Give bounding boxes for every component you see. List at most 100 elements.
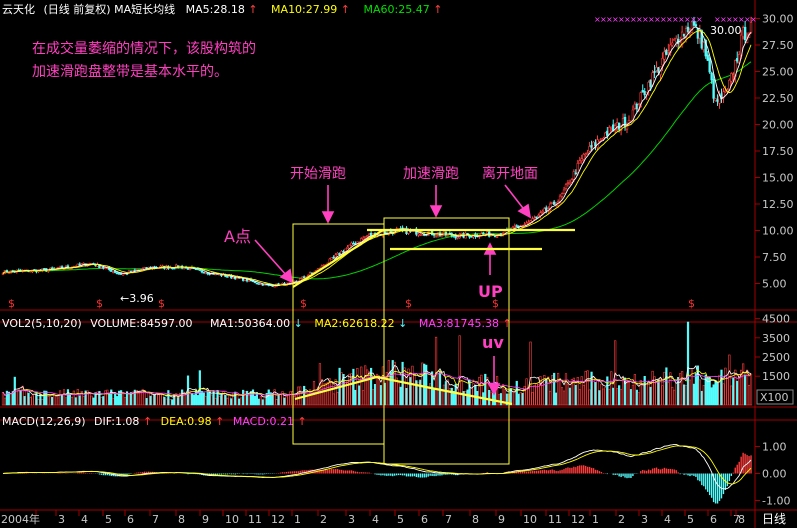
volume-bar [106, 389, 109, 406]
volume-bar [588, 389, 591, 406]
price-tick-label: 12.50 [762, 198, 794, 211]
volume-bar [749, 373, 753, 406]
candle-body [718, 95, 721, 104]
candle-body [202, 271, 205, 274]
candle-body [586, 152, 589, 154]
ma5-value: MA5:28.18 [186, 3, 245, 16]
time-tick-label: 1 [294, 513, 301, 526]
volume-bar [226, 397, 229, 406]
volume-header: VOL2(5,10,20) VOLUME:84597.00 MA1:50364.… [2, 317, 512, 330]
candle-body [552, 201, 556, 205]
candle-body [562, 189, 566, 194]
time-tick-label: 10 [523, 513, 537, 526]
volume-bar [387, 360, 390, 406]
candle-body [194, 268, 198, 270]
volume-bar [47, 395, 50, 406]
volume-bar [242, 389, 245, 406]
volume-bar [94, 392, 97, 406]
top-marker: × [690, 15, 697, 24]
volume-bar [210, 394, 213, 406]
volume-bar [112, 398, 115, 406]
candle-body [680, 31, 684, 45]
volume-bar [141, 389, 144, 406]
top-marker: × [636, 15, 643, 24]
time-tick-label: 4 [664, 513, 671, 526]
volume-bar [578, 389, 581, 406]
top-marker: × [624, 15, 631, 24]
volume-bar [273, 389, 276, 406]
volume-bar [82, 396, 85, 406]
time-tick-label: 8 [738, 513, 745, 526]
volume-bar [667, 382, 670, 406]
vol-ma1-arrow-icon: ↓ [294, 317, 303, 330]
candle-body [533, 217, 536, 220]
candle-body [541, 211, 544, 213]
time-tick-label: 4 [372, 513, 379, 526]
volume-bar [171, 399, 174, 406]
volume-bar [104, 390, 107, 406]
candle-body [639, 92, 642, 107]
volume-bar [118, 390, 121, 406]
volume-bar [204, 396, 207, 406]
volume-bar [214, 397, 217, 406]
candle-body [572, 171, 576, 180]
candle-body [346, 246, 349, 249]
arrow-point-a-head-icon [279, 268, 294, 284]
volume-bar [265, 393, 268, 406]
volume-bar [602, 388, 605, 406]
volume-bar [641, 385, 644, 406]
volume-bar [594, 382, 597, 406]
volume-bar [334, 379, 337, 406]
volume-bar [407, 368, 410, 406]
top-marker: × [738, 15, 745, 24]
price-tick-label: 15.00 [762, 172, 794, 185]
top-marker: × [750, 15, 757, 24]
volume-bar [98, 391, 101, 406]
candle-body [590, 144, 593, 148]
volume-bar [196, 395, 199, 406]
volume-bar [181, 389, 184, 406]
price-tick-label: 25.00 [762, 66, 794, 79]
candle-body [578, 160, 581, 164]
volume-bar [240, 397, 243, 406]
candle-body [694, 24, 698, 27]
candle-body [708, 58, 711, 73]
volume-bar [269, 392, 272, 406]
volume-bar [15, 390, 18, 406]
volume-bar [722, 383, 725, 406]
top-marker: × [594, 15, 601, 24]
volume-bar [133, 389, 136, 406]
macd-axis: 1.00 0.00 -1.00 [755, 441, 790, 508]
volume-bar [247, 395, 251, 406]
candle-body [706, 54, 709, 61]
dif-arrow-icon: ↑ [143, 415, 152, 428]
volume-bar [521, 392, 524, 406]
volume-bar [362, 390, 365, 406]
volume-bar [129, 392, 133, 406]
volume-bar [397, 382, 400, 406]
volume-axis: 4500 3500 2500 1500 [755, 313, 790, 383]
volume-bar [131, 391, 135, 406]
volume-bar [720, 369, 723, 406]
time-axis: 2004年 3 4 5 6 7 8 9 10 11 12 1 2 3 4 5 6 7 8 9 10 11 12 1 2 3 4 5 6 7… [1, 510, 745, 526]
candle-body [643, 91, 646, 96]
volume-bar [635, 389, 638, 406]
label-up: UP [478, 282, 503, 301]
ma10-line [2, 29, 752, 286]
volume-bar [263, 396, 266, 406]
volume-bar [434, 336, 438, 406]
ma10-path [2, 29, 752, 286]
top-marker: × [714, 15, 721, 24]
volume-bar [360, 366, 363, 406]
volume-bar [5, 390, 9, 406]
volume-bar [149, 395, 152, 406]
ma60-line [2, 61, 752, 280]
volume-bar [527, 387, 530, 406]
volume-bar [366, 369, 369, 406]
dea-value: DEA:0.98 [161, 415, 212, 428]
macd-tick-label: 0.00 [762, 468, 787, 481]
volume-bar [608, 389, 611, 406]
volume-bar [375, 373, 379, 406]
candle-body [482, 232, 485, 235]
macd-lines [2, 443, 752, 490]
